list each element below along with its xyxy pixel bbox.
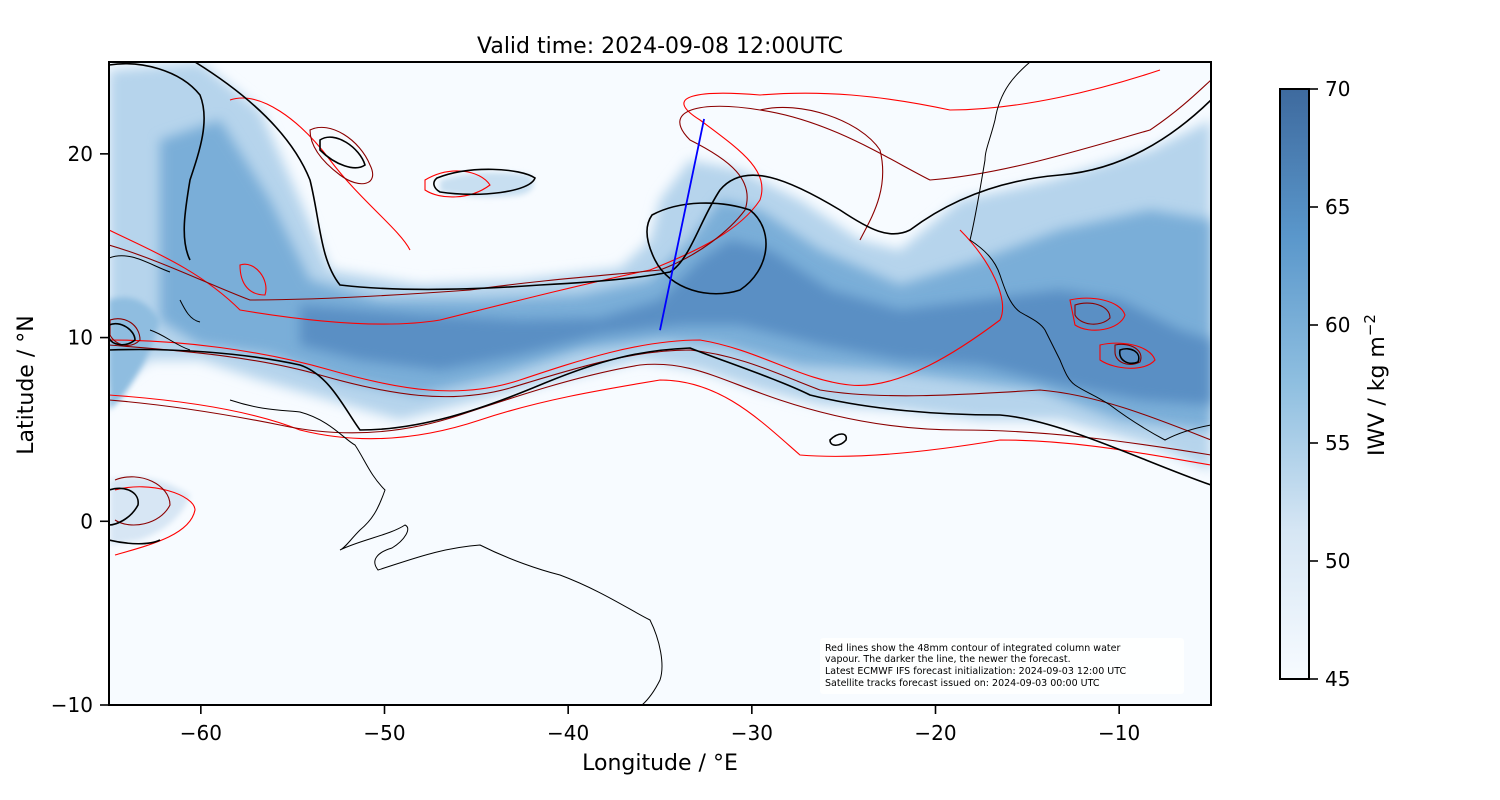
colorbar-tick-label: 60 <box>1325 313 1350 337</box>
forecast-note-line-2: vapour. The darker the line, the newer t… <box>825 654 1071 665</box>
colorbar-tick-label: 50 <box>1325 549 1350 573</box>
y-tick-label: 10 <box>68 326 93 350</box>
x-axis: −60 −50 −40 −30 −20 −10 <box>180 705 1140 745</box>
coastline-caribbean <box>109 255 201 351</box>
x-tick-label: −40 <box>547 721 589 745</box>
colorbar-label: IWV / kg m−2 <box>1361 314 1390 456</box>
forecast-note-box <box>820 638 1184 694</box>
iwv-band-peak <box>300 240 1211 405</box>
y-axis: 20 10 0 −10 <box>51 142 109 717</box>
colorbar-tick-label: 65 <box>1325 195 1350 219</box>
y-tick-label: −10 <box>51 693 93 717</box>
x-tick-label: −10 <box>1098 721 1140 745</box>
colorbar-tick-label: 70 <box>1325 77 1350 101</box>
satellite-track <box>659 118 705 331</box>
contours-newest <box>109 62 1211 545</box>
map-title: Valid time: 2024-09-08 12:00UTC <box>477 34 843 59</box>
map-frame <box>108 61 1212 706</box>
colorbar-ticks: 45 50 55 60 65 70 <box>1309 77 1350 691</box>
contours-oldest <box>109 69 1211 556</box>
colorbar-label-text: IWV / kg m <box>1365 336 1390 456</box>
x-tick-label: −50 <box>363 721 405 745</box>
coastline-south-america <box>229 399 663 705</box>
contours-older <box>109 79 1211 526</box>
iwv-patch-left <box>109 297 160 410</box>
colorbar-gradient <box>1279 88 1310 680</box>
forecast-note-line-1: Red lines show the 48mm contour of integ… <box>825 643 1120 654</box>
y-tick-label: 20 <box>68 142 93 166</box>
colorbar-label-superscript: −2 <box>1361 314 1379 336</box>
colorbar-tick-label: 55 <box>1325 431 1350 455</box>
forecast-note: Red lines show the 48mm contour of integ… <box>820 638 1184 694</box>
forecast-note-line-3: Latest ECMWF IFS forecast initialization… <box>825 666 1126 677</box>
forecast-note-line-4: Satellite tracks forecast issued on: 202… <box>825 678 1100 689</box>
coastline-west-africa <box>969 62 1211 441</box>
x-tick-label: −60 <box>180 721 222 745</box>
x-tick-label: −30 <box>731 721 773 745</box>
iwv-patch-south <box>110 477 190 545</box>
map-panel: Red lines show the 48mm contour of integ… <box>14 61 1212 776</box>
colorbar: 45 50 55 60 65 70 IWV / kg m−2 <box>1279 77 1390 691</box>
coastlines <box>109 62 1211 705</box>
x-tick-label: −20 <box>914 721 956 745</box>
x-axis-label: Longitude / °E <box>582 751 738 776</box>
y-axis-label: Latitude / °N <box>14 315 39 454</box>
colorbar-tick-label: 45 <box>1325 667 1350 691</box>
y-tick-label: 0 <box>80 509 93 533</box>
